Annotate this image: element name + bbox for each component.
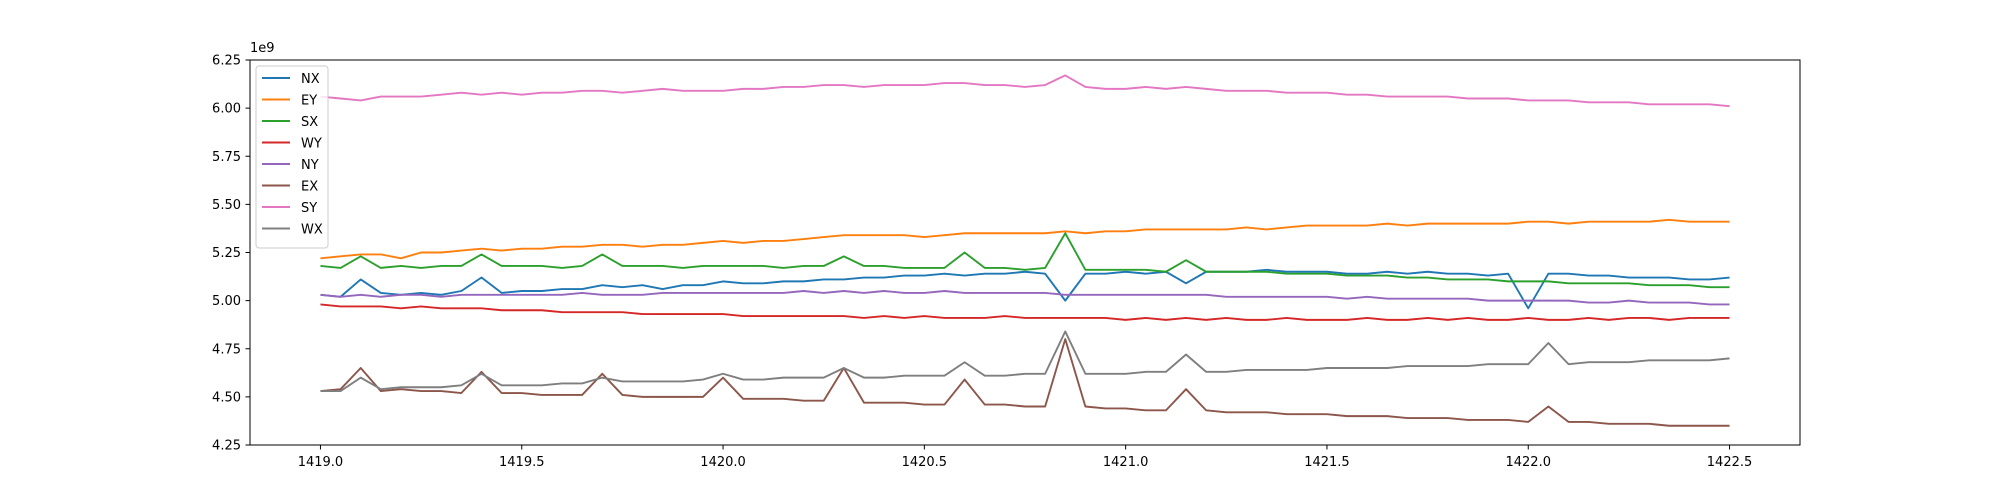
- line-series: [320, 338, 1730, 427]
- y-tick-label: 5.00: [212, 294, 241, 309]
- x-tick-label: 1420.0: [700, 455, 746, 470]
- legend-box: [255, 65, 329, 249]
- line-series: [320, 74, 1730, 108]
- line-series: [320, 303, 1730, 321]
- y-tick-label: 4.25: [212, 439, 241, 454]
- line-series: [320, 232, 1730, 289]
- y-tick-label: 6.25: [212, 54, 241, 69]
- y-tick-label: 4.75: [212, 342, 241, 357]
- legend-label: EY: [301, 94, 317, 109]
- legend-label: WY: [301, 137, 322, 152]
- x-tick-label: 1419.0: [298, 455, 344, 470]
- x-tick-label: 1419.5: [499, 455, 545, 470]
- y-tick-label: 5.75: [212, 150, 241, 165]
- y-tick-label: 4.50: [212, 390, 241, 405]
- legend-label: NX: [301, 72, 320, 87]
- x-tick-label: 1421.0: [1103, 455, 1149, 470]
- y-offset-label: 1e9: [250, 41, 275, 56]
- legend-label: SX: [301, 115, 318, 130]
- plot-frame: [249, 59, 1801, 446]
- legend-label: EX: [301, 180, 318, 195]
- legend-label: NY: [301, 158, 319, 173]
- legend-label: SY: [301, 201, 317, 216]
- line-series: [320, 268, 1730, 310]
- x-tick-label: 1421.5: [1304, 455, 1350, 470]
- legend-label: WX: [301, 223, 323, 238]
- x-tick-label: 1422.0: [1505, 455, 1551, 470]
- y-tick-label: 6.00: [212, 102, 241, 117]
- line-series: [320, 218, 1730, 260]
- y-tick-label: 5.50: [212, 198, 241, 213]
- line-series: [320, 290, 1730, 306]
- y-tick-label: 5.25: [212, 246, 241, 261]
- x-tick-label: 1422.5: [1707, 455, 1753, 470]
- x-tick-label: 1420.5: [902, 455, 948, 470]
- line-series: [320, 330, 1730, 393]
